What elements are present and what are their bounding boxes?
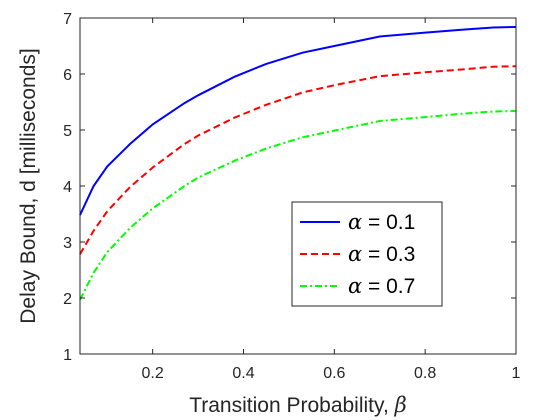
- series-line-2: [79, 65, 517, 255]
- legend-symbol: α: [348, 242, 362, 266]
- legend-label: = 0.7: [362, 275, 415, 298]
- tick-layer: 0.2 0.4 0.6 0.8 1 1 2 3 4 5 6 7: [63, 11, 520, 382]
- y-tick-label: 1: [63, 347, 72, 364]
- y-tick-label: 6: [63, 67, 72, 84]
- x-axis-label-symbol: β: [394, 393, 407, 417]
- x-tick-label: 0.8: [414, 365, 436, 382]
- legend-entry-1: α = 0.1: [348, 210, 415, 234]
- y-tick-label: 2: [63, 291, 72, 308]
- legend-symbol: α: [348, 274, 362, 298]
- series-line-3: [79, 110, 517, 301]
- x-axis-label: Transition Probability, β: [189, 393, 407, 417]
- y-tick-label: 7: [63, 11, 72, 28]
- y-tick-label: 4: [63, 179, 72, 196]
- x-tick-label: 0.6: [323, 365, 345, 382]
- y-tick-label: 3: [63, 235, 72, 252]
- legend: α = 0.1α = 0.3α = 0.7: [291, 201, 443, 307]
- x-tick-label: 1: [512, 365, 521, 382]
- legend-symbol: α: [348, 210, 362, 234]
- y-axis-label: Delay Bound, d [milliseconds]: [17, 48, 40, 323]
- series-line-1: [79, 26, 517, 216]
- x-tick-label: 0.2: [142, 365, 164, 382]
- y-tick-label: 5: [63, 123, 72, 140]
- legend-entry-2: α = 0.3: [348, 242, 415, 266]
- legend-label: = 0.3: [362, 243, 415, 266]
- x-tick-label: 0.4: [232, 365, 254, 382]
- legend-label: = 0.1: [362, 211, 415, 234]
- series-layer: [79, 26, 517, 301]
- legend-entry-3: α = 0.7: [348, 274, 415, 298]
- x-axis-label-text: Transition Probability,: [189, 394, 389, 417]
